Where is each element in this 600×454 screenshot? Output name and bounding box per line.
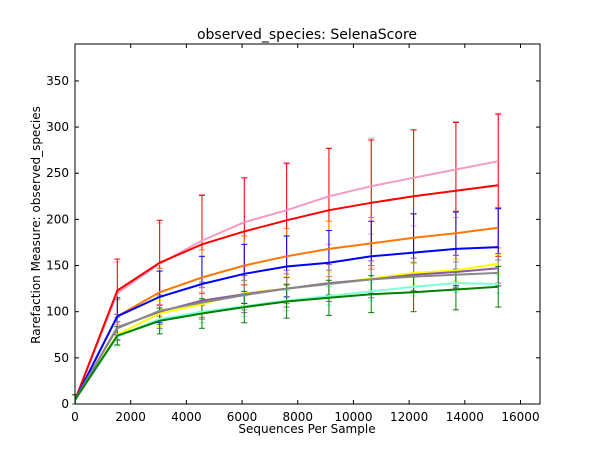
- x-tick-label: 2000: [115, 410, 146, 424]
- series-8-error-bars: [72, 265, 502, 405]
- x-tick-label: 10000: [334, 410, 372, 424]
- x-tick-label: 0: [71, 410, 79, 424]
- y-tick-label: 0: [61, 397, 69, 411]
- y-tick-label: 150: [46, 259, 69, 273]
- y-tick-label: 50: [54, 351, 69, 365]
- x-tick-label: 14000: [446, 410, 484, 424]
- x-axis-label: Sequences Per Sample: [238, 422, 375, 436]
- series-3-line: [74, 246, 499, 400]
- y-tick-label: 250: [46, 166, 69, 180]
- x-tick-label: 16000: [501, 410, 539, 424]
- series-1-line: [74, 184, 499, 400]
- chart-title: observed_species: SelenaScore: [197, 27, 417, 43]
- series-0-line: [74, 160, 499, 400]
- y-axis-label: Rarefaction Measure: observed_species: [29, 106, 43, 344]
- y-tick-label: 350: [46, 74, 69, 88]
- axes: 0 2000 4000 6000 8000 10000 12000 14000 16000 0 50…: [46, 43, 541, 424]
- x-tick-label: 6000: [227, 410, 258, 424]
- y-tick-label: 300: [46, 120, 69, 134]
- series-6-line: [74, 271, 499, 400]
- x-tick-label: 12000: [390, 410, 428, 424]
- x-tick-label: 4000: [171, 410, 202, 424]
- series-6-error-bars: [72, 259, 502, 405]
- series-8-line: [74, 285, 499, 400]
- axes-frame: [74, 43, 541, 405]
- series-2-line: [74, 226, 499, 400]
- plot-area: [72, 112, 502, 405]
- y-tick-label: 100: [46, 305, 69, 319]
- y-tick-label: 200: [46, 212, 69, 226]
- x-tick-label: 8000: [282, 410, 313, 424]
